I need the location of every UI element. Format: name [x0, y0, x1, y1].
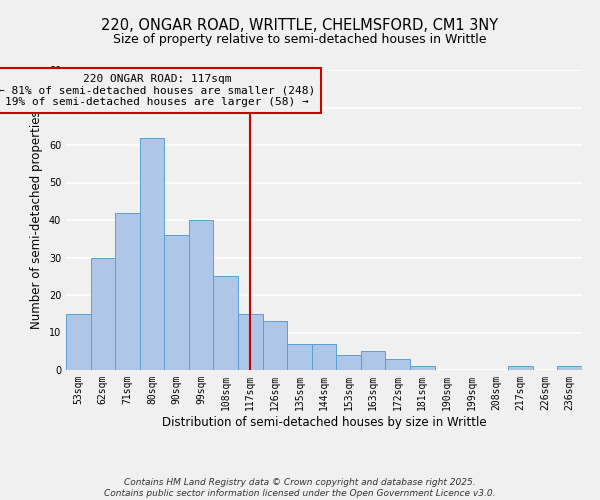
- Text: Size of property relative to semi-detached houses in Writtle: Size of property relative to semi-detach…: [113, 32, 487, 46]
- Text: 220, ONGAR ROAD, WRITTLE, CHELMSFORD, CM1 3NY: 220, ONGAR ROAD, WRITTLE, CHELMSFORD, CM…: [101, 18, 499, 32]
- Text: 220 ONGAR ROAD: 117sqm
← 81% of semi-detached houses are smaller (248)
19% of se: 220 ONGAR ROAD: 117sqm ← 81% of semi-det…: [0, 74, 316, 107]
- Bar: [164, 235, 189, 370]
- Bar: [115, 212, 140, 370]
- Bar: [410, 366, 434, 370]
- Bar: [263, 322, 287, 370]
- Bar: [557, 366, 582, 370]
- Bar: [385, 359, 410, 370]
- Y-axis label: Number of semi-detached properties: Number of semi-detached properties: [30, 110, 43, 330]
- Bar: [66, 314, 91, 370]
- X-axis label: Distribution of semi-detached houses by size in Writtle: Distribution of semi-detached houses by …: [161, 416, 487, 428]
- Text: Contains HM Land Registry data © Crown copyright and database right 2025.
Contai: Contains HM Land Registry data © Crown c…: [104, 478, 496, 498]
- Bar: [214, 276, 238, 370]
- Bar: [189, 220, 214, 370]
- Bar: [238, 314, 263, 370]
- Bar: [361, 351, 385, 370]
- Bar: [336, 355, 361, 370]
- Bar: [91, 258, 115, 370]
- Bar: [508, 366, 533, 370]
- Bar: [312, 344, 336, 370]
- Bar: [287, 344, 312, 370]
- Bar: [140, 138, 164, 370]
